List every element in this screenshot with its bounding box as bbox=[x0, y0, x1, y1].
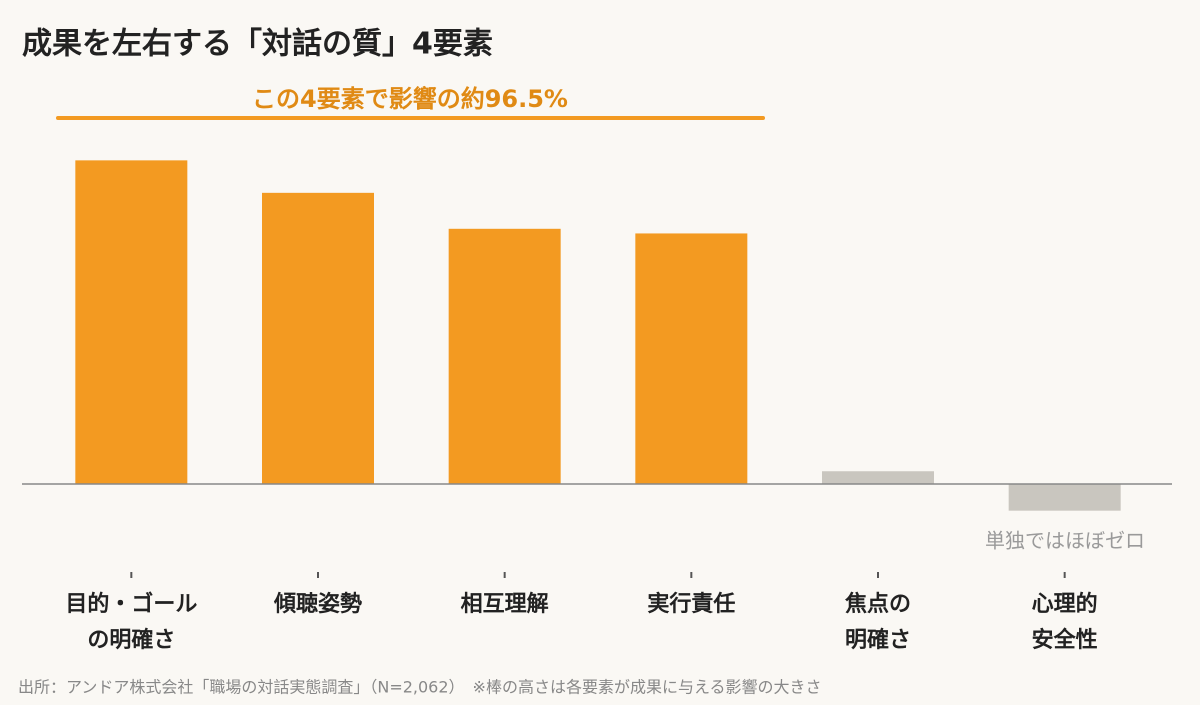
annotation: この4要素で影響の約96.5% bbox=[252, 85, 568, 113]
x-tick-label: 焦点の bbox=[844, 591, 911, 617]
x-tick-label: 安全性 bbox=[1032, 627, 1098, 653]
note: 単独ではほぼゼロ bbox=[985, 529, 1145, 553]
x-tick-label: 傾聴姿勢 bbox=[273, 591, 362, 617]
chart-title: 成果を左右する「対話の質」4要素 bbox=[22, 27, 493, 62]
bar bbox=[822, 471, 934, 484]
bar bbox=[75, 160, 188, 485]
x-tick-label: 実行責任 bbox=[647, 591, 735, 617]
bar bbox=[635, 233, 748, 484]
bar bbox=[1008, 484, 1121, 511]
x-tick-label: の明確さ bbox=[87, 627, 175, 653]
bar bbox=[262, 192, 374, 484]
bar bbox=[448, 228, 561, 484]
x-tick-label: 目的・ゴール bbox=[65, 591, 197, 617]
x-tick-label: 相互理解 bbox=[461, 591, 549, 617]
x-tick-label: 明確さ bbox=[845, 627, 911, 653]
x-tick-label: 心理的 bbox=[1032, 591, 1098, 617]
footer: 出所：アンドア株式会社「職場の対話実態調査」（N=2,062） ※棒の高さは各要… bbox=[18, 678, 821, 697]
